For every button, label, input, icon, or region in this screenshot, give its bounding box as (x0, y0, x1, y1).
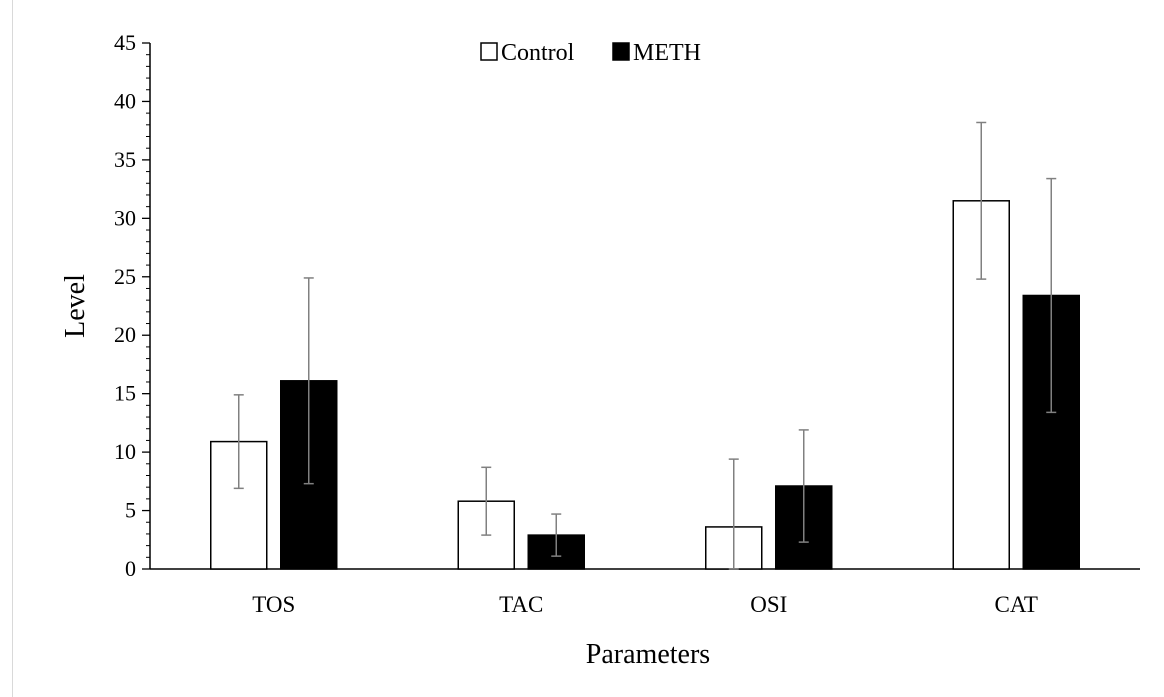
x-axis-title: Parameters (586, 639, 710, 670)
plot-area: 0 5 10 15 20 25 30 35 40 45 TOS TAC OSI CAT (114, 30, 1140, 617)
y-tick-label: 10 (114, 439, 136, 464)
x-tick-label-cat: CAT (995, 592, 1038, 617)
legend-label-control: Control (501, 40, 575, 66)
y-axis-title: Level (60, 274, 91, 338)
y-tick-label: 45 (114, 30, 136, 55)
y-tick-label: 20 (114, 322, 136, 347)
legend: Control METH (480, 40, 701, 66)
legend-swatch-control (480, 42, 498, 61)
legend-label-meth: METH (633, 40, 701, 66)
left-border-line (12, 0, 13, 697)
y-tick-label: 5 (125, 498, 136, 523)
x-tick-label-tos: TOS (252, 592, 295, 617)
legend-swatch-meth (612, 42, 630, 61)
y-tick-label: 0 (125, 556, 136, 581)
y-tick-label: 15 (114, 381, 136, 406)
x-tick-label-tac: TAC (499, 592, 543, 617)
y-tick-label: 30 (114, 205, 136, 230)
y-tick-label: 40 (114, 88, 136, 113)
y-tick-label: 25 (114, 264, 136, 289)
y-tick-label: 35 (114, 147, 136, 172)
x-tick-label-osi: OSI (750, 592, 787, 617)
